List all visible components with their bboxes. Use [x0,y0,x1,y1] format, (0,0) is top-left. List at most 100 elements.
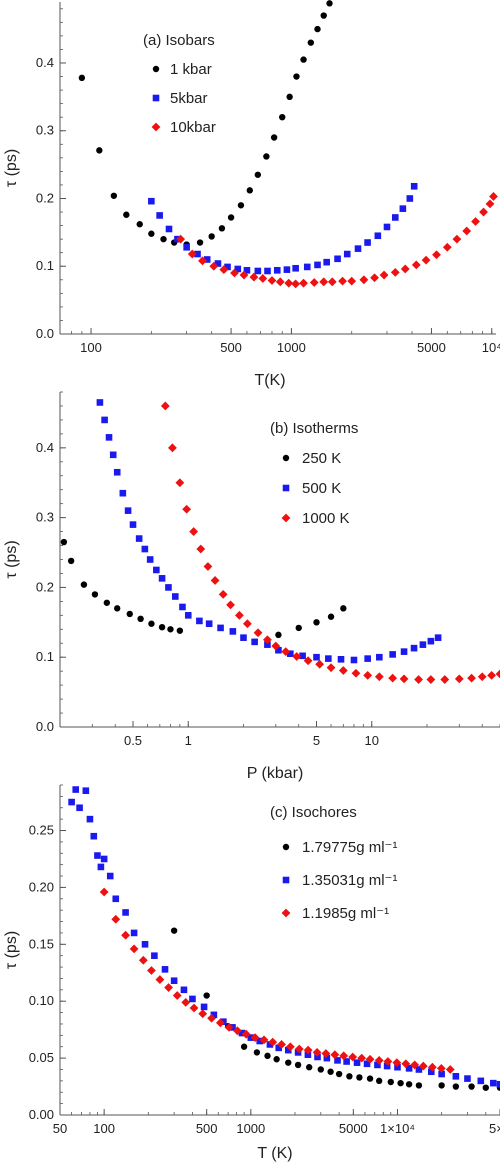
data-point [339,1051,349,1061]
data-point [374,1055,384,1065]
data-point [148,197,155,205]
legend: (a) Isobars 1 kbar 5kbar 10kbar [143,32,216,136]
data-point [411,260,421,270]
x-tick-label: 500 [220,340,242,355]
legend-marker [281,513,291,523]
y-tick-label: 0.25 [29,823,54,838]
data-point [82,787,90,794]
legend-marker [152,65,160,73]
data-point [434,634,442,641]
data-point [148,620,155,627]
data-point [232,1026,242,1036]
data-point [312,1048,322,1057]
data-point [237,202,245,209]
data-point [314,261,321,269]
data-point [203,256,211,263]
data-point [379,270,389,280]
data-point [334,1057,341,1064]
data-point [354,245,362,252]
data-point [114,605,121,612]
data-point [383,223,391,231]
data-point [209,261,219,271]
data-point [320,12,327,19]
data-point [229,628,237,635]
data-point [294,1044,304,1054]
data-point [343,1058,350,1065]
data-point [78,74,86,82]
data-point [327,613,335,620]
data-point [155,975,165,984]
series-3 [99,887,455,1074]
data-point [293,73,300,80]
data-point [208,233,215,240]
data-point [410,1060,420,1070]
data-point [251,638,258,646]
data-point [391,214,399,221]
data-point [266,1041,274,1048]
data-point [100,855,108,863]
data-point [326,663,336,673]
data-point [167,626,174,633]
data-point [160,235,167,243]
data-point [259,1035,269,1045]
data-point [392,1058,402,1068]
data-point [239,270,249,280]
series-3 [176,192,498,289]
data-point [275,631,282,639]
data-point [126,610,133,618]
data-point [283,266,291,273]
x-tick-label: 1 [185,733,192,748]
data-point [364,655,371,662]
data-point [418,1061,428,1071]
y-tick-label: 0.3 [36,510,54,525]
data-point [334,255,341,263]
data-point [364,239,371,246]
data-point [330,1050,340,1060]
data-point [203,992,210,999]
legend-label: 5kbar [170,90,208,107]
data-point [161,966,169,973]
x-tick-label: 0.5 [124,733,142,748]
data-point [294,1049,302,1056]
data-point [156,212,163,219]
data-point [182,504,192,514]
data-point [176,627,184,634]
data-point [479,207,488,217]
series-3 [160,401,500,684]
data-point [165,584,172,591]
y-tick-label: 0.0 [36,326,54,341]
data-point [389,651,396,658]
data-point [363,670,373,680]
data-points [60,399,500,684]
data-point [270,134,278,141]
data-point [254,171,262,178]
data-point [292,652,302,661]
data-point [250,1033,260,1043]
data-point [300,56,307,63]
y-tick-label: 0.15 [29,936,54,951]
data-point [238,1029,246,1037]
data-point [401,1059,411,1069]
data-point [103,599,111,606]
data-point [194,250,201,258]
data-point [440,675,450,684]
data-point [415,1066,423,1073]
x-tick-label: 50 [53,1121,67,1136]
data-point [338,276,347,286]
data-point [340,605,347,612]
legend-title: (b) Isotherms [270,420,358,437]
y-tick-label: 0.1 [36,649,54,664]
data-point [112,895,120,903]
data-point [119,489,127,497]
data-point [348,1052,358,1062]
data-point [160,401,170,411]
data-point [196,544,206,554]
data-point [281,647,291,657]
chart-panel-c: 50 100 500 1000 5000 1×10⁴ 5×1 0.00 0.05 0.10 0.15… [3,784,500,1162]
data-point [477,1077,485,1085]
data-point [210,1011,218,1019]
legend-marker [151,122,161,132]
data-point [264,1052,271,1060]
data-point [299,278,308,288]
data-point [164,983,173,992]
